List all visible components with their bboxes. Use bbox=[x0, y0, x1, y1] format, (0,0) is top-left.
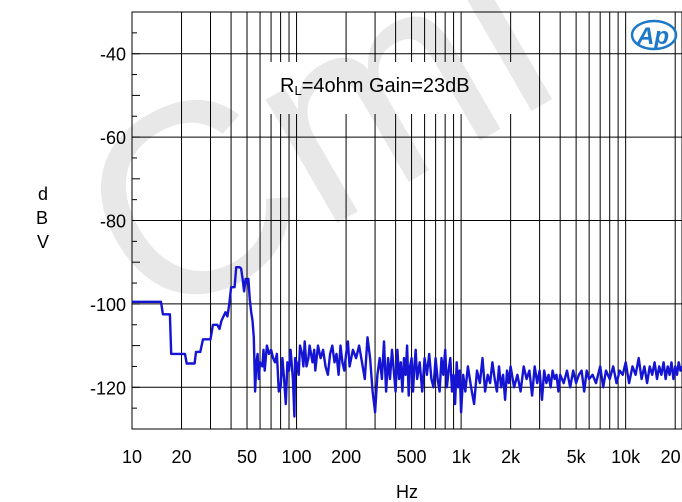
y-tick-label: -100 bbox=[90, 295, 126, 315]
x-axis-ticks: 10 20 50 100 200 500 1k 2k 5k 10k 20k bbox=[122, 447, 682, 467]
x-tick-label: 100 bbox=[282, 447, 312, 467]
ap-logo-text: Ap bbox=[636, 23, 669, 50]
y-tick-label: -80 bbox=[100, 212, 126, 232]
x-tick-label: 20 bbox=[172, 447, 192, 467]
ap-logo-ring bbox=[630, 19, 678, 51]
y-tick-label: -40 bbox=[100, 45, 126, 65]
x-tick-label: 5k bbox=[567, 447, 587, 467]
x-tick-label: 10 bbox=[122, 447, 142, 467]
x-tick-label: 1k bbox=[452, 447, 472, 467]
series-line bbox=[132, 266, 682, 418]
y-axis-ticks: -40 -60 -80 -100 -120 bbox=[90, 11, 140, 430]
y-axis-label-letter: d bbox=[38, 184, 49, 204]
ap-logo: Ap bbox=[630, 19, 678, 51]
annotation-label: RL=4ohm Gain=23dB bbox=[280, 75, 470, 98]
x-tick-label: 2k bbox=[501, 447, 521, 467]
x-tick-label: 200 bbox=[331, 447, 361, 467]
x-tick-label: 50 bbox=[237, 447, 257, 467]
y-axis-label-letter: B bbox=[36, 208, 49, 228]
y-tick-label: -60 bbox=[100, 128, 126, 148]
x-axis-label: Hz bbox=[396, 482, 418, 502]
grid bbox=[132, 12, 682, 429]
x-tick-label: 20k bbox=[661, 447, 682, 467]
x-tick-label: 500 bbox=[397, 447, 427, 467]
y-axis-label-letter: V bbox=[37, 232, 50, 252]
x-tick-label: 10k bbox=[611, 447, 641, 467]
y-tick-label: -120 bbox=[90, 378, 126, 398]
